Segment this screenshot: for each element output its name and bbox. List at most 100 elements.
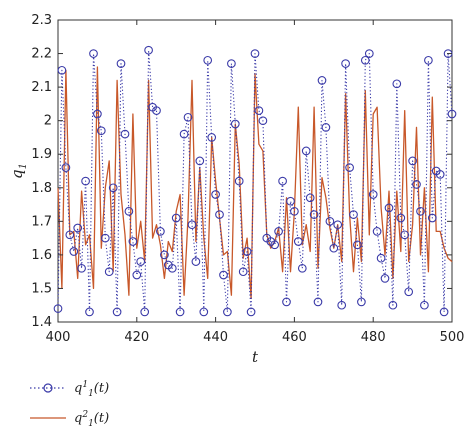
data-point-marker [341, 59, 350, 68]
y-axis-label: q1 [8, 163, 29, 179]
data-point-marker [427, 213, 437, 223]
legend-entry-q1-1: q11(t) [30, 380, 109, 399]
data-point-marker [160, 250, 169, 260]
data-point-marker [364, 49, 374, 58]
legend: q11(t) q21(t) [30, 380, 109, 429]
y-tick-label: 1.9 [31, 147, 52, 162]
data-point-marker [392, 79, 402, 89]
data-point-marker [305, 193, 315, 203]
data-point-marker [167, 263, 177, 273]
data-point-marker [286, 196, 295, 206]
data-point-marker [187, 220, 197, 230]
data-point-marker [353, 240, 362, 250]
data-point-marker [93, 109, 102, 119]
data-point-marker [246, 307, 256, 317]
legend-circle-marker-icon [43, 383, 53, 393]
x-tick-label: 420 [124, 330, 149, 345]
data-point-marker [144, 45, 153, 55]
data-point-marker [156, 227, 165, 236]
series-q1-1-line [57, 49, 453, 313]
data-point-marker [435, 170, 445, 179]
data-point-marker [100, 233, 110, 243]
data-point-marker [152, 106, 161, 115]
legend-label-arg: (t) [94, 381, 109, 396]
data-point-marker [53, 304, 63, 313]
data-point-marker [203, 55, 213, 65]
data-point-marker [234, 176, 244, 186]
data-point-marker [345, 163, 354, 172]
legend-label: q21(t) [74, 410, 109, 429]
data-point-marker [219, 270, 228, 280]
data-point-marker [349, 210, 358, 219]
data-point-marker [400, 230, 410, 240]
data-point-marker [238, 267, 248, 277]
data-point-marker [447, 109, 457, 119]
data-point-marker [73, 223, 83, 233]
y-tick-label: 1.4 [31, 315, 52, 330]
data-point-marker [183, 112, 193, 122]
legend-entry-q1-2: q21(t) [30, 410, 109, 429]
data-point-marker [132, 270, 142, 280]
data-point-marker [290, 206, 299, 216]
data-point-marker [297, 263, 307, 273]
x-axis-ticks: 400 420 440 460 480 500 [46, 20, 464, 345]
data-point-marker [396, 213, 406, 223]
x-tick-label: 480 [361, 330, 386, 345]
data-point-marker [215, 210, 224, 219]
data-point-marker [227, 59, 236, 68]
data-point-marker [293, 237, 303, 246]
data-point-marker [116, 59, 126, 68]
data-point-marker [412, 180, 421, 189]
data-point-marker [329, 243, 339, 253]
data-point-marker [309, 210, 319, 219]
legend-label: q11(t) [74, 380, 109, 399]
data-point-marker [420, 300, 429, 310]
data-point-marker [81, 176, 90, 186]
data-point-marker [120, 129, 130, 139]
data-point-marker [333, 220, 343, 230]
legend-label-base: q [74, 381, 82, 396]
data-point-marker [171, 213, 181, 223]
data-point-marker [258, 116, 268, 126]
y-axis-label-subscript: 1 [18, 163, 29, 169]
legend-label-arg: (t) [94, 411, 109, 426]
data-point-marker [321, 123, 331, 132]
legend-label-subscript: 1 [88, 389, 94, 399]
data-point-marker [424, 55, 433, 65]
x-tick-label: 440 [203, 330, 228, 345]
data-point-marker [408, 156, 417, 166]
data-point-marker [357, 297, 366, 307]
data-point-marker [274, 227, 283, 236]
x-tick-label: 400 [46, 330, 71, 345]
data-point-marker [439, 307, 449, 317]
data-point-marker [65, 230, 75, 240]
data-point-marker [69, 247, 79, 256]
data-point-marker [61, 163, 71, 172]
series-layer [53, 45, 457, 317]
data-point-marker [136, 257, 146, 266]
y-tick-label: 2 [44, 114, 52, 129]
x-axis-label: t [252, 348, 259, 366]
data-point-marker [211, 190, 220, 199]
y-tick-label: 1.5 [31, 281, 52, 296]
data-point-marker [96, 126, 106, 136]
data-point-marker [282, 297, 291, 307]
data-point-marker [372, 227, 382, 236]
legend-label-superscript: 2 [81, 410, 88, 420]
legend-label-subscript: 1 [88, 419, 94, 429]
data-point-marker [388, 300, 398, 310]
y-tick-label: 1.8 [31, 181, 52, 196]
data-point-marker [104, 267, 114, 277]
data-point-marker [85, 307, 94, 317]
data-point-marker [57, 65, 67, 75]
data-point-marker [108, 183, 118, 193]
x-tick-label: 460 [282, 330, 307, 345]
data-point-marker [128, 237, 138, 246]
data-point-marker [325, 216, 335, 226]
data-point-marker [404, 287, 414, 297]
legend-label-superscript: 1 [82, 380, 88, 390]
data-point-marker [301, 146, 311, 156]
data-point-marker [278, 176, 287, 186]
data-point-marker [337, 300, 347, 310]
